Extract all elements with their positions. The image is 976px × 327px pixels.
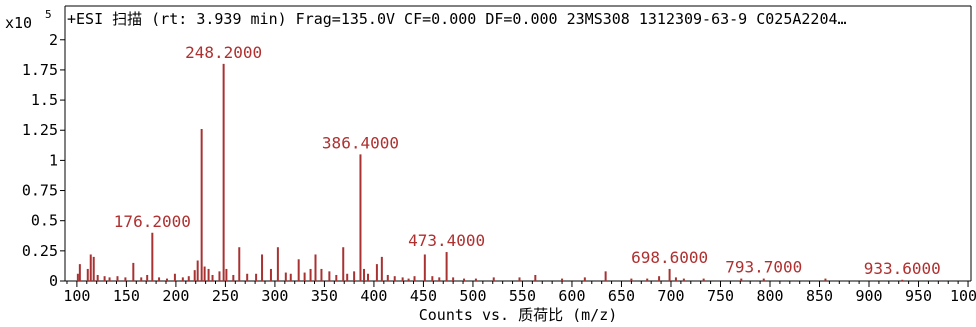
peak-label: 473.4000 [408, 231, 485, 250]
x-tick-label: 150 [113, 287, 140, 305]
scale-exponent-label: 5 [45, 8, 52, 21]
x-tick-label: 550 [509, 287, 536, 305]
x-tick-label: 1000 [950, 287, 976, 305]
y-tick-label: 0 [49, 272, 58, 290]
peaks-layer [76, 63, 904, 281]
y-tick-label: 1.25 [22, 121, 58, 139]
y-tick-label: 0.25 [22, 242, 58, 260]
x-tick-label: 400 [360, 287, 387, 305]
y-tick-label: 2 [49, 31, 58, 49]
x-axis: 100 150 200 250 300 350 400 450 500 550 600 650 700 7… [63, 281, 976, 305]
x-tick-label: 600 [558, 287, 585, 305]
x-tick-label: 500 [459, 287, 486, 305]
peak-label: 698.6000 [631, 248, 708, 267]
x-tick-label: 250 [212, 287, 239, 305]
x-tick-label: 800 [756, 287, 783, 305]
x-tick-label: 350 [311, 287, 338, 305]
x-tick-label: 100 [63, 287, 90, 305]
peak-label: 248.2000 [185, 43, 262, 62]
x-tick-label: 650 [608, 287, 635, 305]
x-tick-label: 900 [855, 287, 882, 305]
y-axis: 0 0.25 0.5 0.75 1 1.25 1.5 1.75 2 [22, 31, 65, 290]
y-tick-label: 0.75 [22, 182, 58, 200]
peak-label: 793.7000 [725, 258, 802, 277]
x-tick-label: 700 [657, 287, 684, 305]
peak-annotations: 248.2000 386.4000 176.2000 473.4000 698.6000… [114, 43, 941, 278]
scale-base-label: x10 [5, 14, 32, 32]
x-tick-label: 300 [261, 287, 288, 305]
y-tick-label: 0.5 [31, 212, 58, 230]
peak-label: 386.4000 [322, 133, 399, 152]
y-tick-label: 1 [49, 151, 58, 169]
y-tick-label: 1.75 [22, 61, 58, 79]
y-tick-label: 1.5 [31, 91, 58, 109]
chart-title: +ESI 扫描 (rt: 3.939 min) Frag=135.0V CF=0… [67, 10, 847, 28]
x-tick-label: 200 [162, 287, 189, 305]
x-tick-label: 850 [806, 287, 833, 305]
x-axis-label: Counts vs. 质荷比 (m/z) [419, 306, 618, 324]
x-tick-label: 750 [707, 287, 734, 305]
peak-label: 933.6000 [864, 259, 941, 278]
x-tick-label: 450 [410, 287, 437, 305]
x-tick-label: 950 [905, 287, 932, 305]
peak-label: 176.2000 [114, 212, 191, 231]
